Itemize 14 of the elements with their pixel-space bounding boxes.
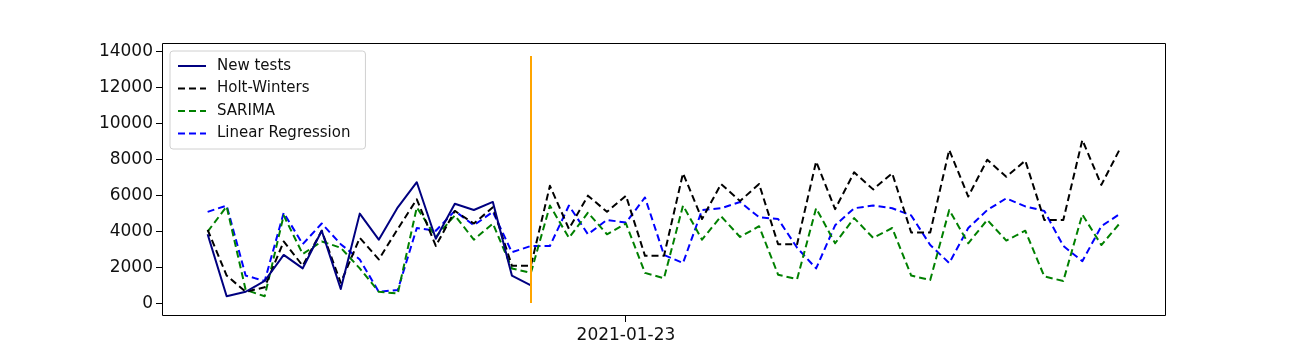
y-tick-label: 4000 [109, 220, 153, 241]
y-tick-label: 10000 [98, 112, 153, 133]
legend-label: Linear Regression [217, 123, 351, 142]
y-tick-label: 2000 [109, 255, 153, 276]
y-tick-label: 0 [142, 291, 153, 312]
legend-label: New tests [217, 55, 292, 74]
y-tick-label: 12000 [98, 76, 153, 97]
y-tick-label: 8000 [109, 148, 153, 169]
line-series [206, 138, 1122, 293]
y-tick-label: 6000 [109, 184, 153, 205]
legend-label: SARIMA [217, 100, 276, 119]
x-tick-label: 2021-01-23 [576, 323, 676, 344]
y-tick-label: 14000 [98, 40, 153, 61]
legend-label: Holt-Winters [217, 78, 310, 97]
